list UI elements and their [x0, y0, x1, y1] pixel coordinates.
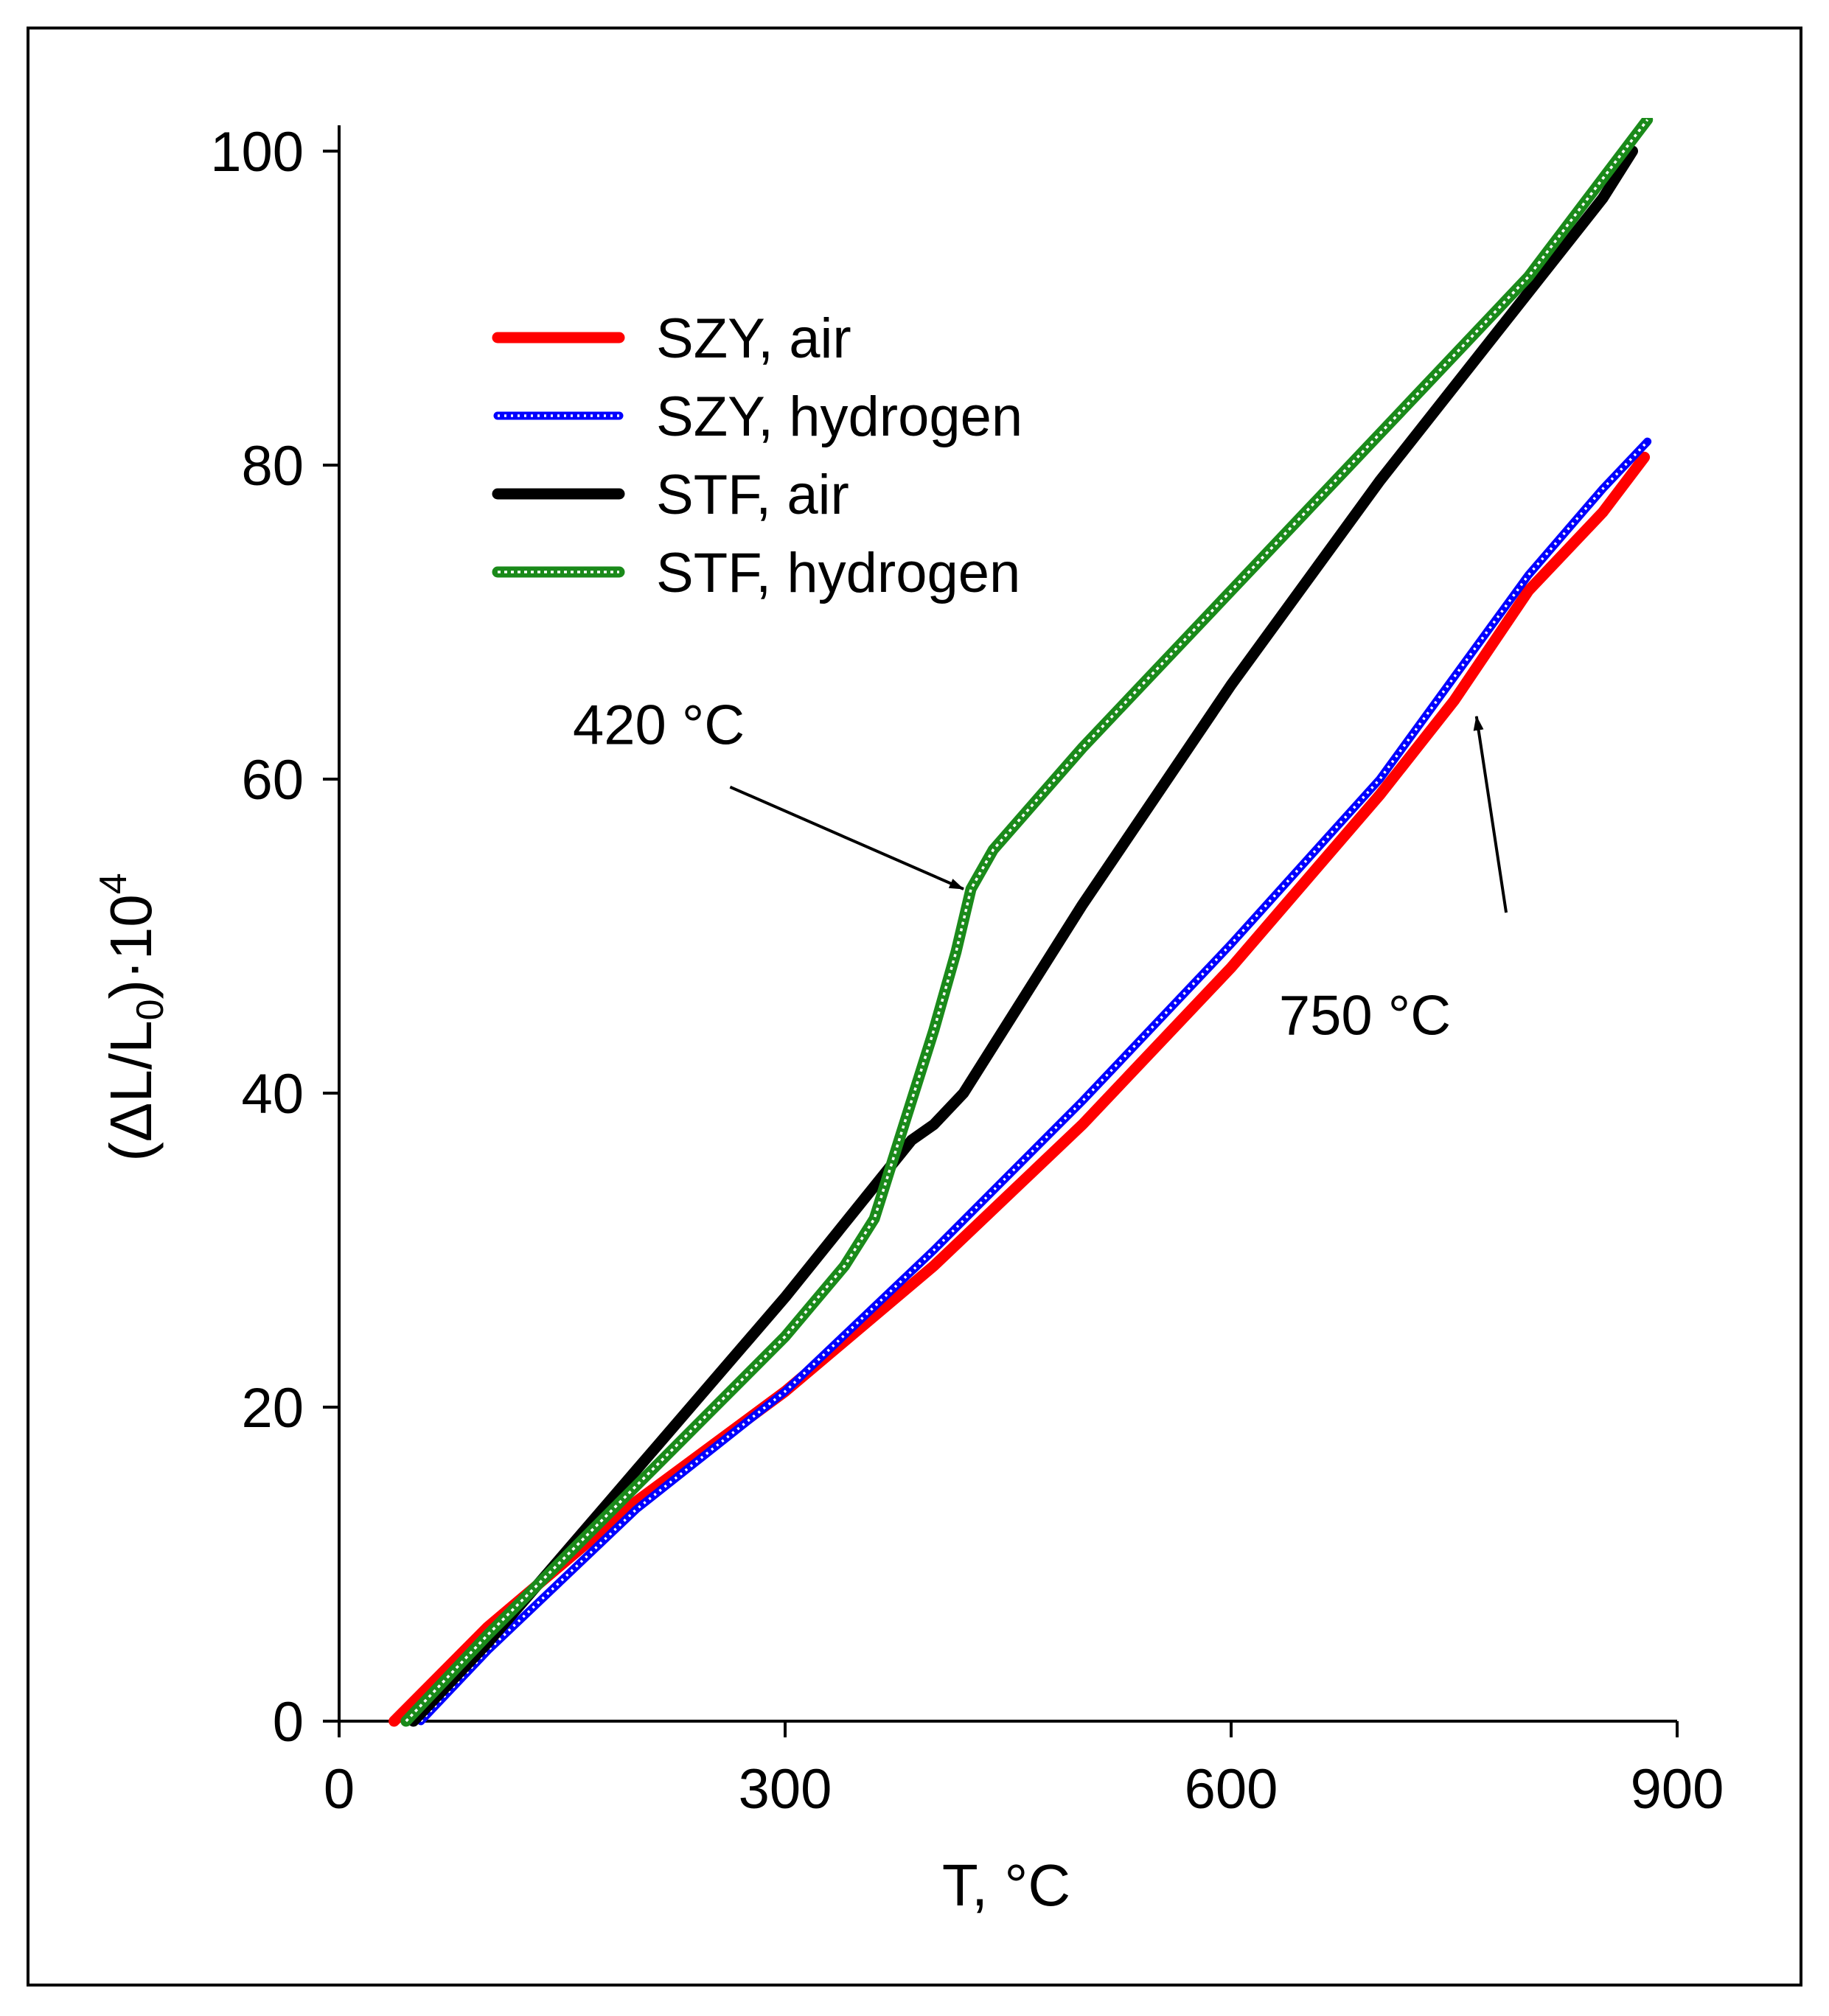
x-tick-label: 600: [1185, 1758, 1278, 1821]
legend: SZY, air SZY, hydrogen STF, air STF, hydrog…: [492, 307, 1023, 604]
y-axis-title-tail: )·10: [98, 894, 164, 999]
legend-label: STF, air: [656, 464, 849, 526]
legend-label: STF, hydrogen: [656, 542, 1020, 604]
annotation-arrow: [1473, 715, 1508, 913]
axes: [338, 125, 1677, 1723]
y-axis-title-main: (ΔL/L: [98, 1020, 164, 1161]
y-tick-label: 100: [210, 121, 304, 184]
x-ticks: 0 300 600 900: [324, 1721, 1724, 1821]
series-szy-air-line: [389, 451, 1651, 1727]
x-axis-title: T, °C: [942, 1852, 1070, 1918]
y-axis-title-sub: 0: [129, 999, 172, 1020]
series-stf-air-line: [408, 145, 1638, 1727]
series-stf-hydrogen-line: [400, 118, 1654, 1727]
x-tick-label: 900: [1631, 1758, 1724, 1821]
y-tick-label: 80: [241, 435, 304, 498]
annotation-arrow: [729, 785, 964, 890]
annotation-layer: 420 °C 750 °C: [573, 694, 1508, 1047]
series-szy-hydrogen-line-dots: [419, 440, 1648, 1723]
y-tick-label: 60: [241, 749, 304, 812]
y-tick-label: 0: [273, 1691, 304, 1754]
y-ticks: 0 20 40 60 80 100: [210, 121, 339, 1754]
annotation-label: 750 °C: [1279, 985, 1451, 1047]
x-tick-label: 300: [739, 1758, 832, 1821]
legend-label: SZY, hydrogen: [656, 386, 1023, 448]
annotation-label: 420 °C: [573, 694, 745, 756]
y-axis-title: (ΔL/L0)·104: [92, 873, 172, 1161]
legend-label: SZY, air: [656, 307, 851, 370]
x-tick-label: 0: [324, 1758, 355, 1821]
y-tick-label: 40: [241, 1063, 304, 1126]
y-axis-title-sup: 4: [92, 873, 135, 894]
figure-border: [27, 27, 1802, 1987]
y-tick-label: 20: [241, 1377, 304, 1440]
series-layer: [389, 118, 1654, 1727]
